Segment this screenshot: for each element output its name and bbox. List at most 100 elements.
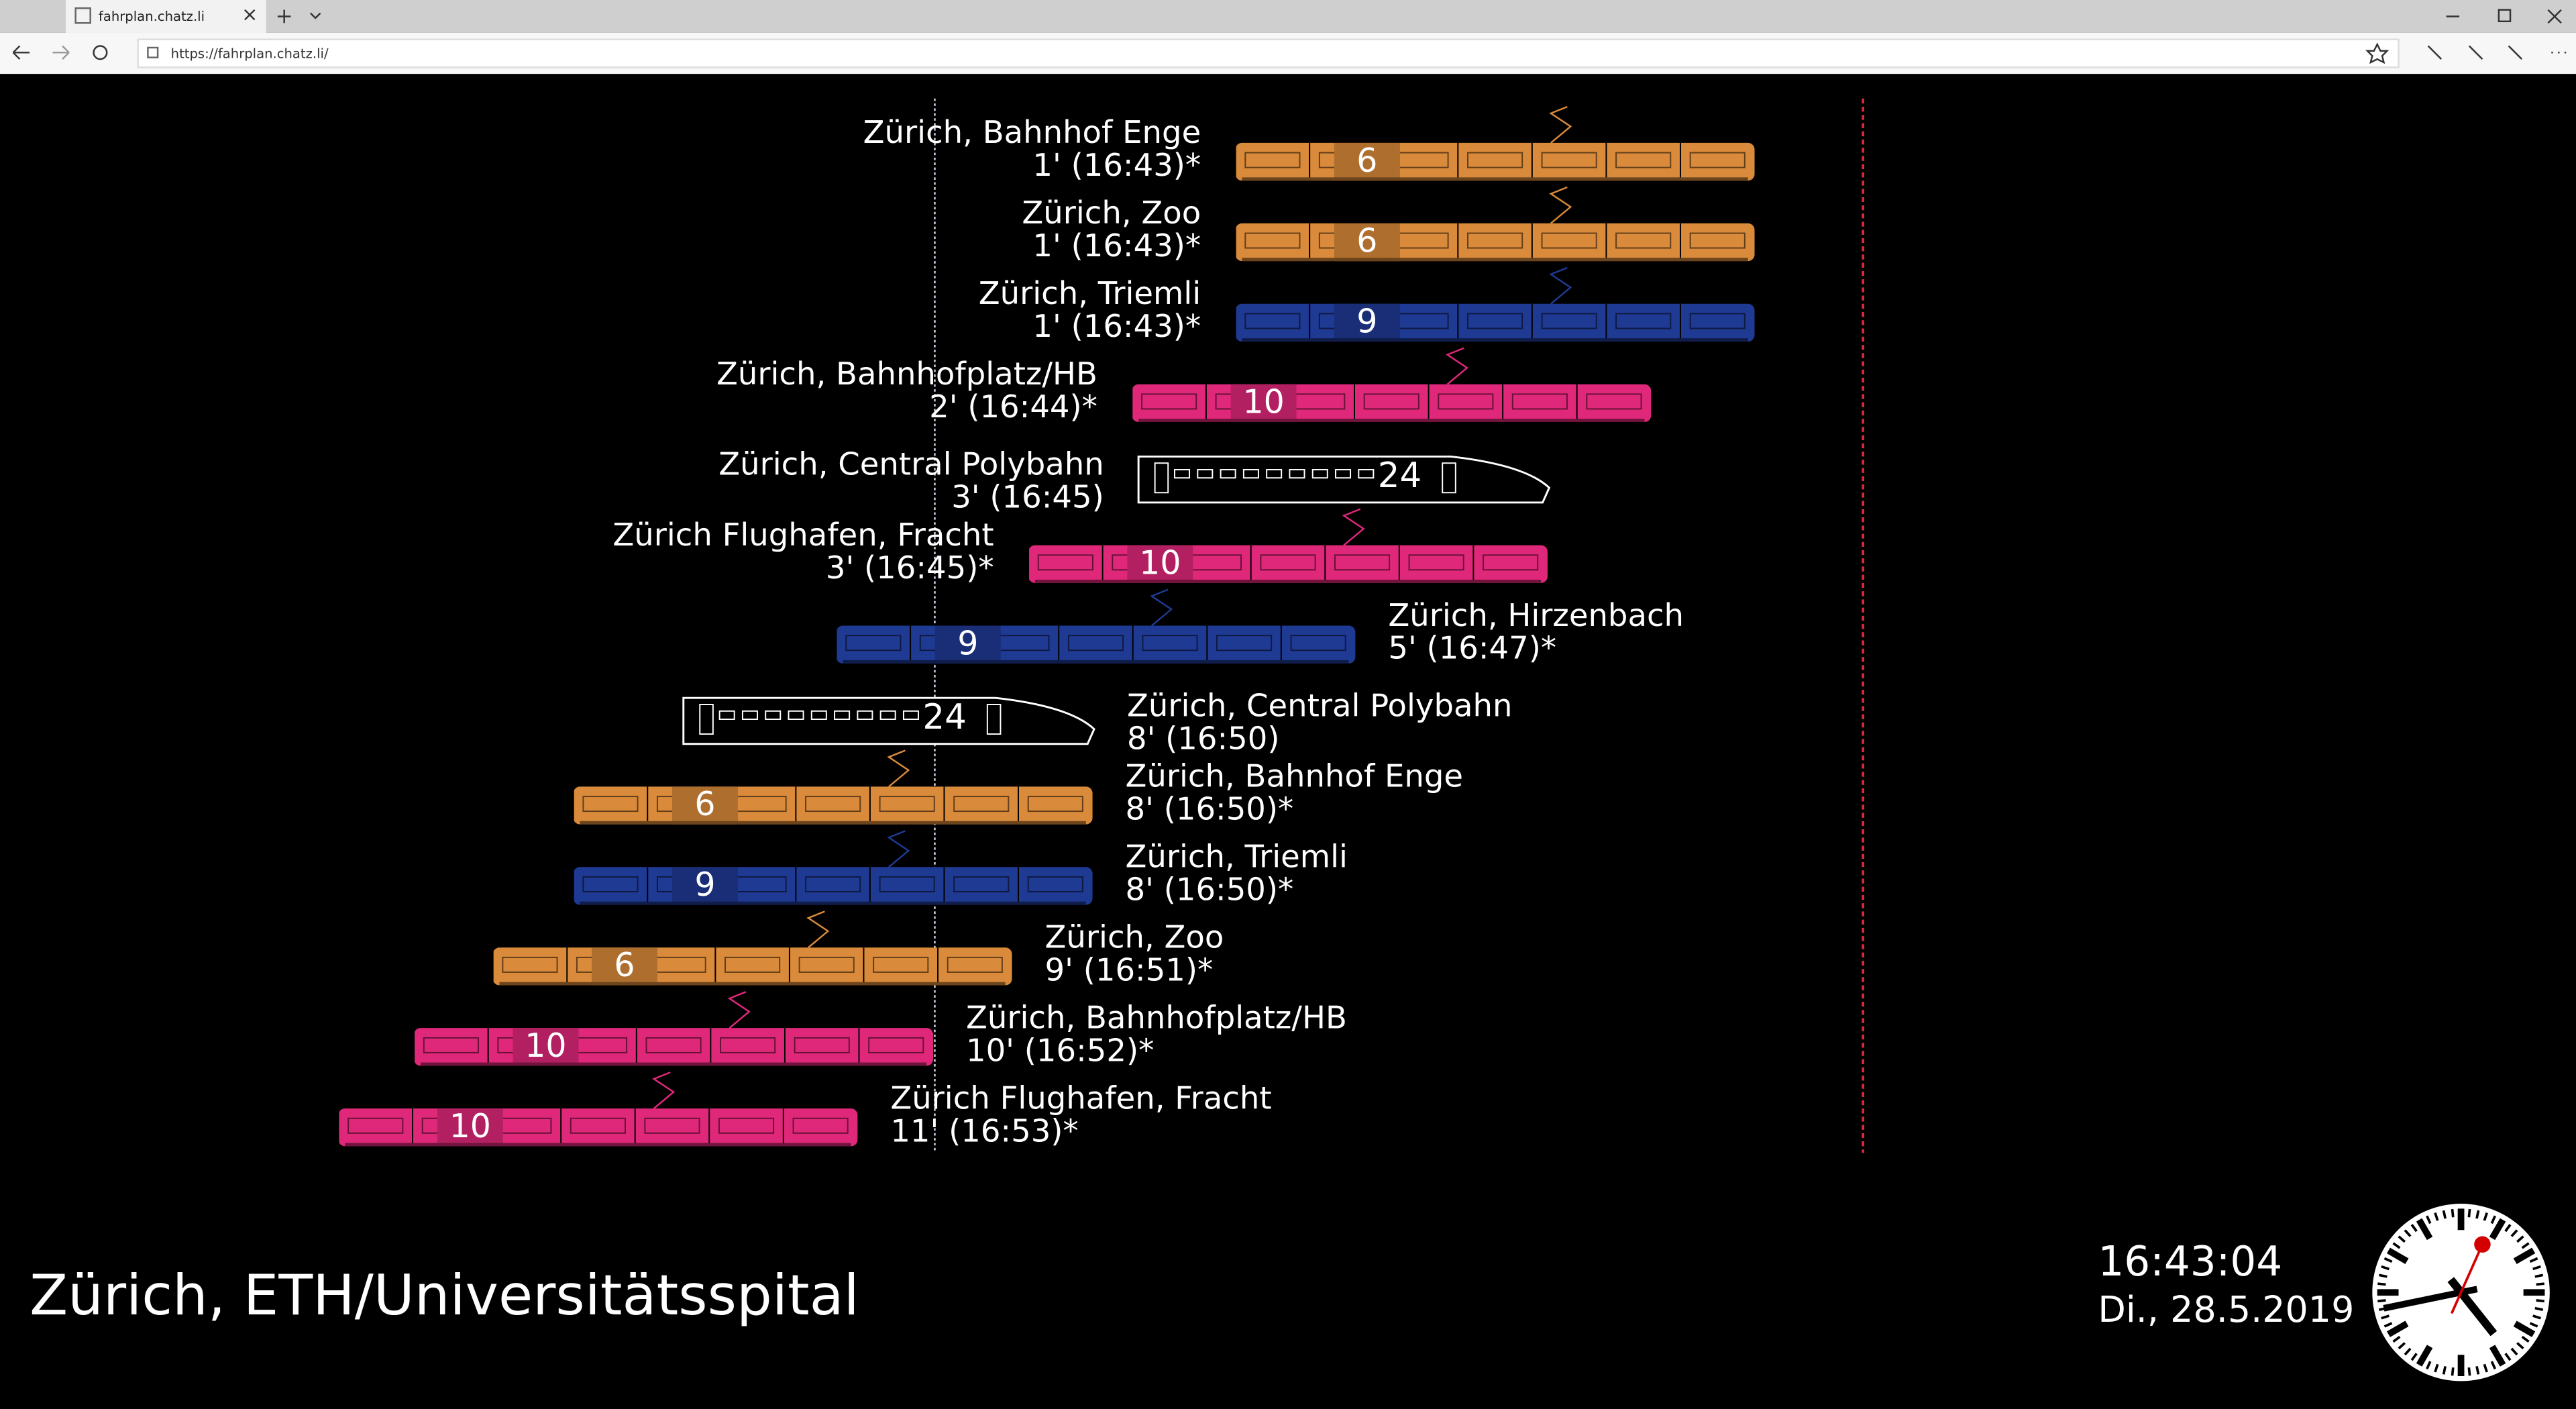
clock-date: Di., 28.5.2019 [2098,1288,2354,1330]
destination: Zürich, Zoo [1022,195,1201,231]
window [873,956,929,973]
door [1154,462,1169,494]
line-box [513,1028,579,1066]
clock-tick [2510,1229,2518,1237]
clock-tick [2383,1322,2393,1328]
window [1483,554,1539,571]
destination: Zürich Flughafen, Fracht [612,517,994,553]
tab-icon [74,7,91,24]
line-box [437,1108,503,1147]
clock-tick [2434,1363,2439,1373]
clock-tick [2416,1218,2433,1241]
window [788,710,804,721]
clock-tick [2426,1215,2432,1224]
line-number: 24 [1378,456,1421,496]
clock-tick [2398,1342,2406,1350]
departure-time: 1' (16:43)* [1032,227,1201,264]
window [1242,469,1259,479]
line-number: 9 [957,624,978,662]
clock-tick [2381,1314,2390,1320]
destination: Zürich, Triemli [1126,839,1348,875]
window [792,1117,849,1134]
line-box [934,625,1001,664]
destination: Zürich Flughafen, Fracht [890,1080,1271,1116]
clock-tick [2483,1212,2488,1221]
window [879,796,935,813]
window [1689,232,1746,249]
window [902,710,919,721]
restore[interactable] [2498,9,2512,23]
window [1220,469,1236,479]
clock-tick [2521,1242,2530,1249]
window [1541,152,1597,168]
line-number: 9 [694,866,715,904]
tram [1235,303,1755,342]
clock-tick [2475,1365,2480,1375]
destination: Zürich, Bahnhof Enge [1126,758,1464,794]
line-number: 6 [694,785,715,823]
clock-tick [2386,1247,2409,1264]
line-number: 10 [1139,543,1181,582]
window [718,710,735,721]
window [1197,469,1214,479]
line-box [1127,545,1193,583]
line-number: 9 [1356,303,1377,341]
departure-time: 3' (16:45) [951,479,1104,515]
clock-tick [2529,1257,2538,1263]
back-button[interactable] [12,45,30,60]
wheels [843,660,1349,664]
window [645,1037,702,1053]
destination: Zürich, Bahnhofplatz/HB [966,999,1347,1035]
line-box [1334,142,1400,181]
window [834,710,851,721]
clock-tick [2504,1353,2512,1361]
url-field[interactable] [137,38,2400,68]
tab-list[interactable] [309,12,321,19]
window [1438,393,1494,410]
forward-button[interactable] [52,45,70,60]
tab-close[interactable] [244,9,256,21]
clock-tick [2383,1257,2393,1263]
window [1408,554,1464,571]
wheels [1242,338,1748,342]
window [947,956,1003,973]
pantograph [652,1072,676,1110]
tram [573,867,1093,905]
pantograph [1549,105,1572,144]
window [765,710,782,721]
station-name: Zürich, ETH/Universitätsspital [30,1263,859,1328]
window [1615,152,1672,168]
clock-tick [2490,1215,2497,1224]
window [1289,469,1305,479]
refresh-button[interactable] [93,45,108,60]
window [1244,313,1301,329]
window [798,956,855,973]
new-tab[interactable] [277,9,291,23]
favorite-button[interactable] [2365,42,2390,64]
window [644,1117,700,1134]
clock-tick [2434,1212,2439,1221]
window [1027,796,1083,813]
funicular [1137,455,1551,504]
window [953,876,1010,892]
departure-time: 3' (16:45)* [826,550,994,586]
door [986,704,1002,735]
window [1689,152,1746,168]
close-window[interactable] [2547,9,2562,24]
toolbar-icons[interactable] [2427,45,2523,60]
window [1363,393,1419,410]
window [1541,232,1597,249]
window [1027,876,1083,892]
clock-tick [2529,1322,2538,1328]
tab[interactable] [65,0,266,33]
line-box [1334,303,1400,342]
clock-tick [2510,1347,2518,1356]
clock-tick [2377,1299,2386,1303]
window [953,796,1010,813]
clock-tick [2489,1218,2506,1241]
